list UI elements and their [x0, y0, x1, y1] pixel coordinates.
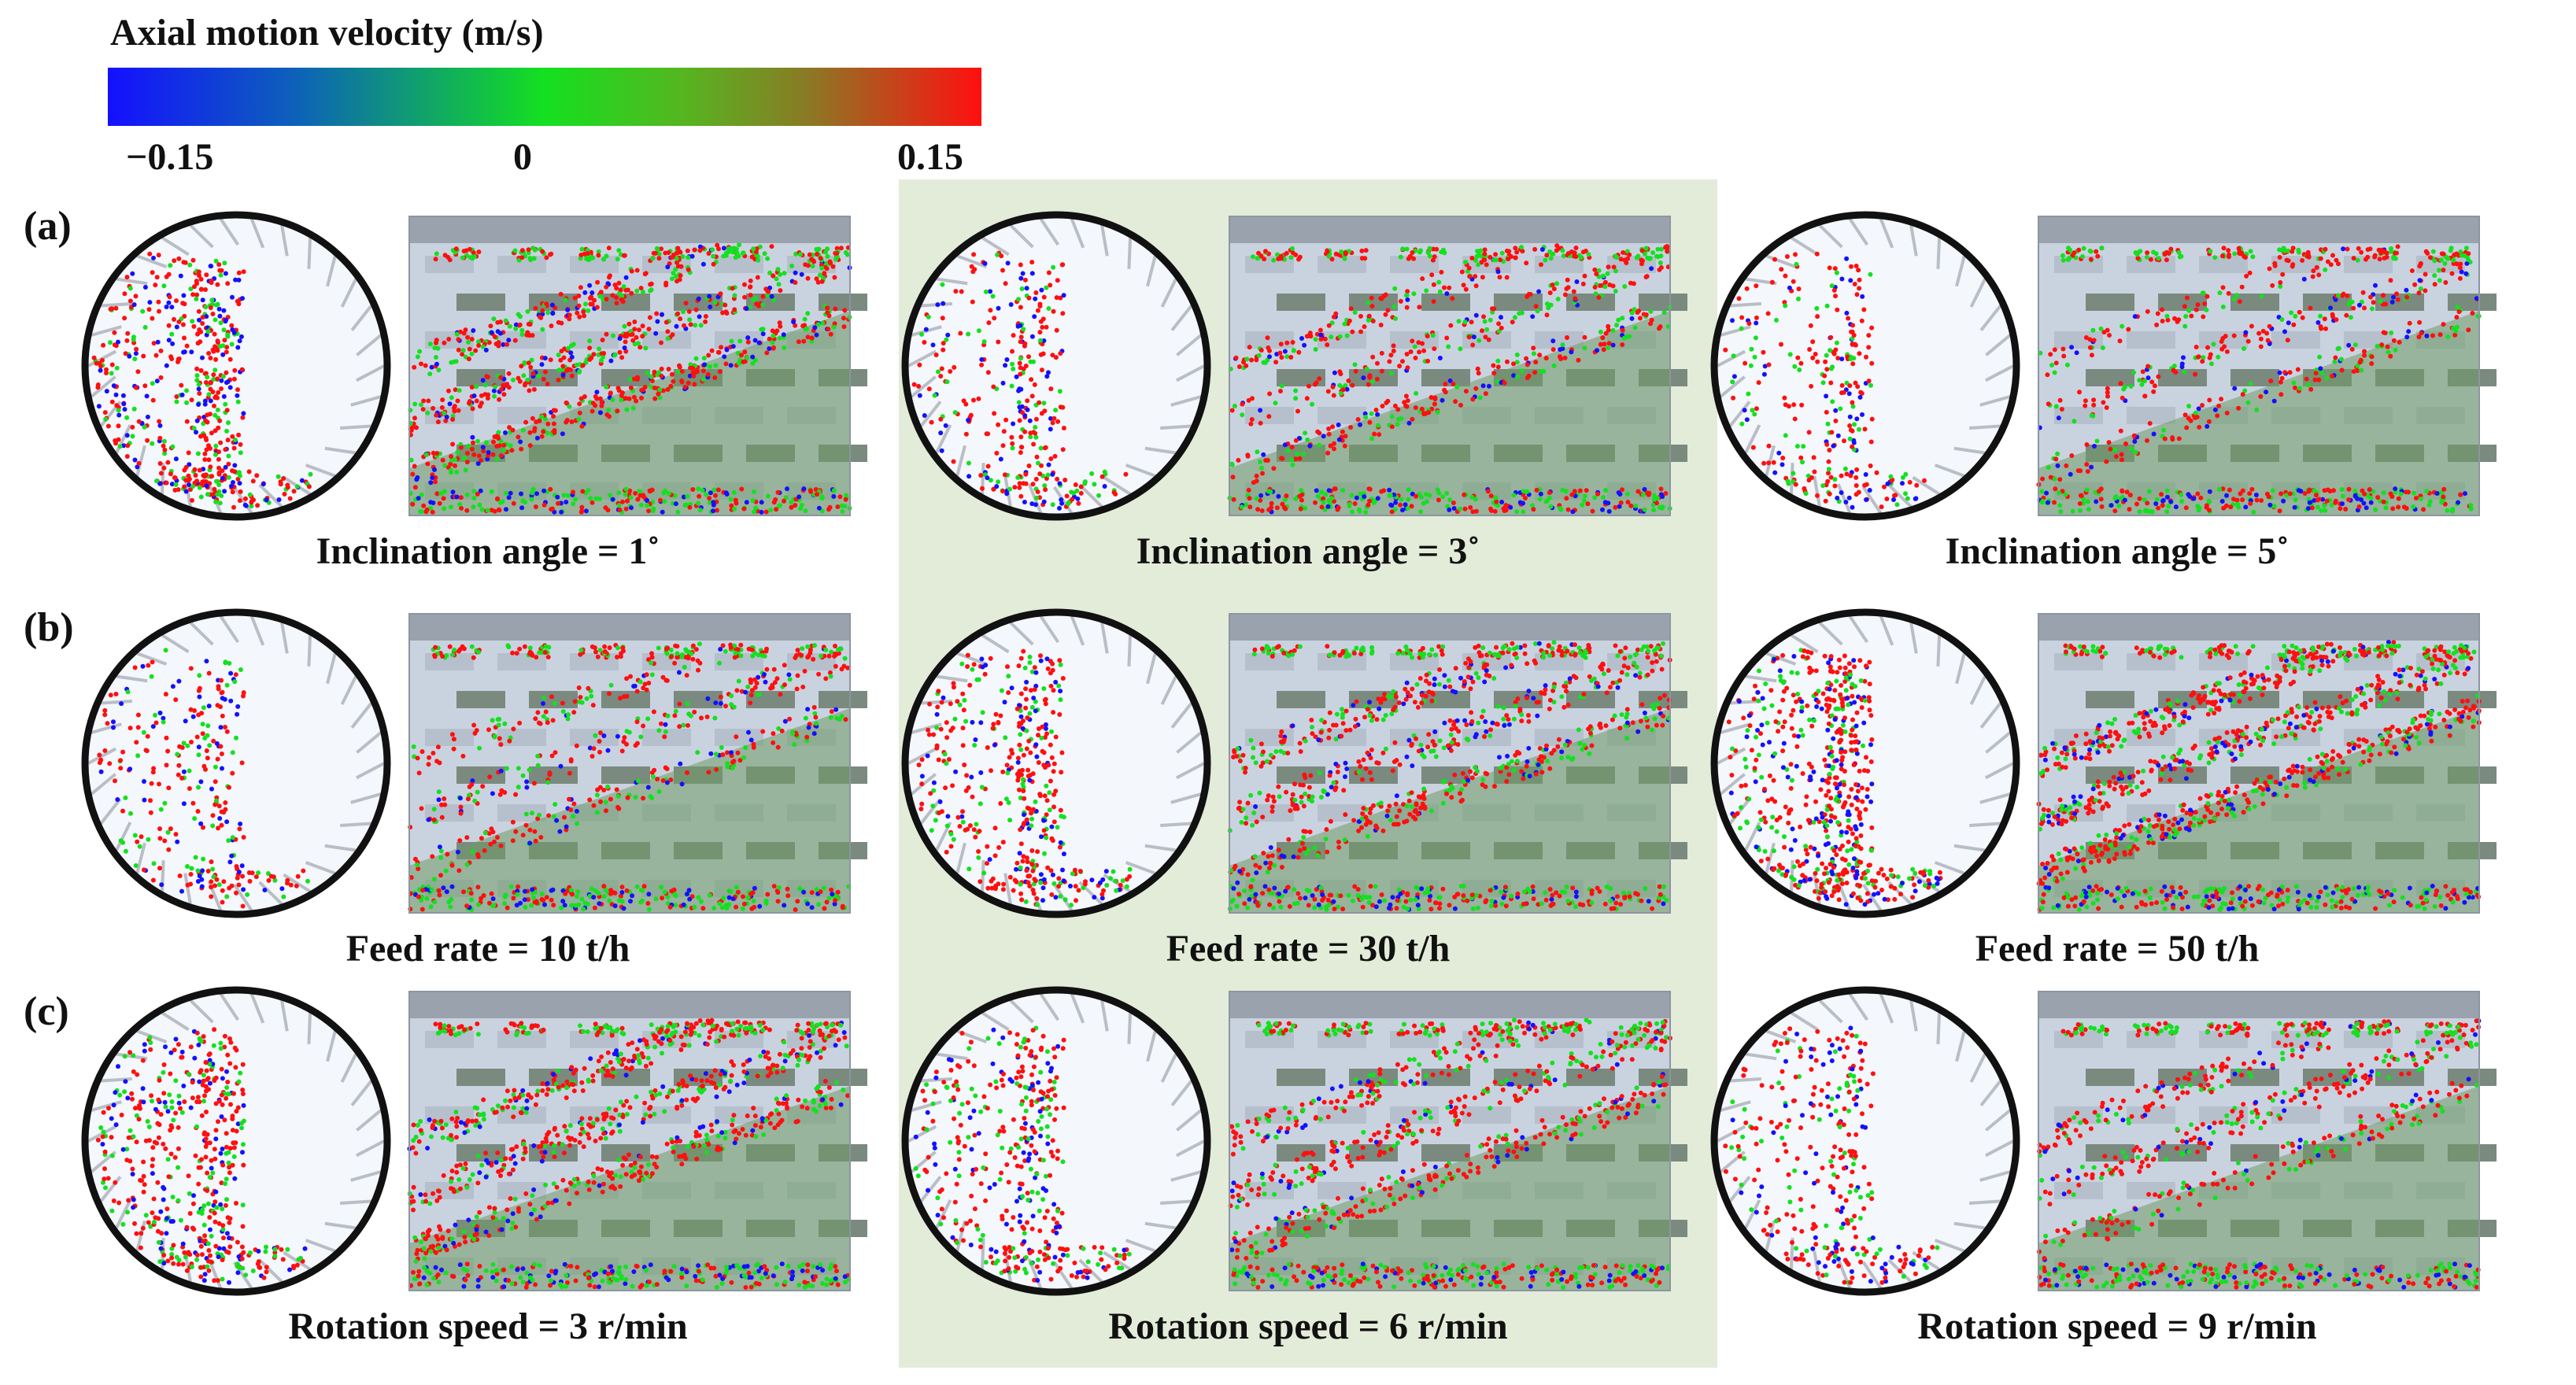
panel-caption: Feed rate = 50 t/h: [1975, 928, 2260, 970]
simulation-snapshot: [901, 211, 1687, 521]
drum-cross-section: [901, 986, 1211, 1296]
drum-side-view: [1227, 613, 1687, 914]
colorbar-tick-max: 0.15: [897, 136, 963, 178]
drum-side-view: [2036, 613, 2497, 914]
panel-caption: Feed rate = 10 t/h: [346, 928, 630, 970]
panel-caption: Inclination angle = 5˚: [1945, 530, 2290, 572]
row-label-c: (c): [24, 989, 69, 1034]
drum-side-view: [2036, 216, 2497, 516]
panel-caption: Feed rate = 30 t/h: [1166, 928, 1451, 970]
row-label-a: (a): [24, 204, 72, 249]
row-label-b: (b): [24, 605, 74, 650]
panel-caption: Rotation speed = 6 r/min: [1108, 1306, 1508, 1347]
panel-feed-rate-10: Feed rate = 10 t/h: [79, 598, 897, 992]
simulation-snapshot: [1710, 986, 2497, 1296]
drum-side-view: [2037, 991, 2497, 1291]
drum-cross-section: [1710, 211, 2020, 521]
simulation-snapshot: [81, 211, 867, 521]
panel-inclination-3: Inclination angle = 3˚: [899, 201, 1717, 594]
drum-side-view: [407, 991, 867, 1291]
simulation-snapshot: [1710, 608, 2497, 918]
simulation-snapshot: [81, 986, 867, 1296]
simulation-snapshot: [81, 608, 867, 918]
simulation-snapshot: [901, 986, 1687, 1296]
panel-rotation-9: Rotation speed = 9 r/min: [1708, 976, 2526, 1369]
colorbar-gradient: [108, 68, 981, 126]
drum-cross-section: [1710, 608, 2020, 918]
drum-cross-section: [81, 608, 391, 918]
drum-cross-section: [81, 986, 391, 1296]
colorbar-tick-zero: 0: [513, 136, 532, 178]
panel-caption: Rotation speed = 9 r/min: [1917, 1306, 2317, 1347]
panel-rotation-3: Rotation speed = 3 r/min: [79, 976, 897, 1369]
panel-feed-rate-30: Feed rate = 30 t/h: [899, 598, 1717, 992]
panel-rotation-6: Rotation speed = 6 r/min: [899, 976, 1717, 1369]
panel-inclination-1: Inclination angle = 1˚: [79, 201, 897, 594]
panel-caption: Inclination angle = 3˚: [1136, 530, 1480, 572]
simulation-snapshot: [1710, 211, 2497, 521]
panel-feed-rate-50: Feed rate = 50 t/h: [1708, 598, 2526, 992]
panel-inclination-5: Inclination angle = 5˚: [1708, 201, 2526, 594]
drum-side-view: [408, 613, 867, 914]
simulation-snapshot: [901, 608, 1687, 918]
colorbar-title: Axial motion velocity (m/s): [110, 12, 544, 54]
drum-cross-section: [901, 211, 1211, 521]
drum-cross-section: [901, 608, 1211, 918]
drum-cross-section: [1710, 986, 2020, 1296]
panel-caption: Rotation speed = 3 r/min: [288, 1306, 688, 1347]
drum-side-view: [1228, 991, 1687, 1291]
drum-side-view: [1227, 216, 1687, 516]
drum-side-view: [408, 216, 867, 516]
colorbar-tick-min: −0.15: [126, 136, 214, 178]
drum-cross-section: [81, 211, 391, 521]
panel-caption: Inclination angle = 1˚: [316, 530, 660, 572]
